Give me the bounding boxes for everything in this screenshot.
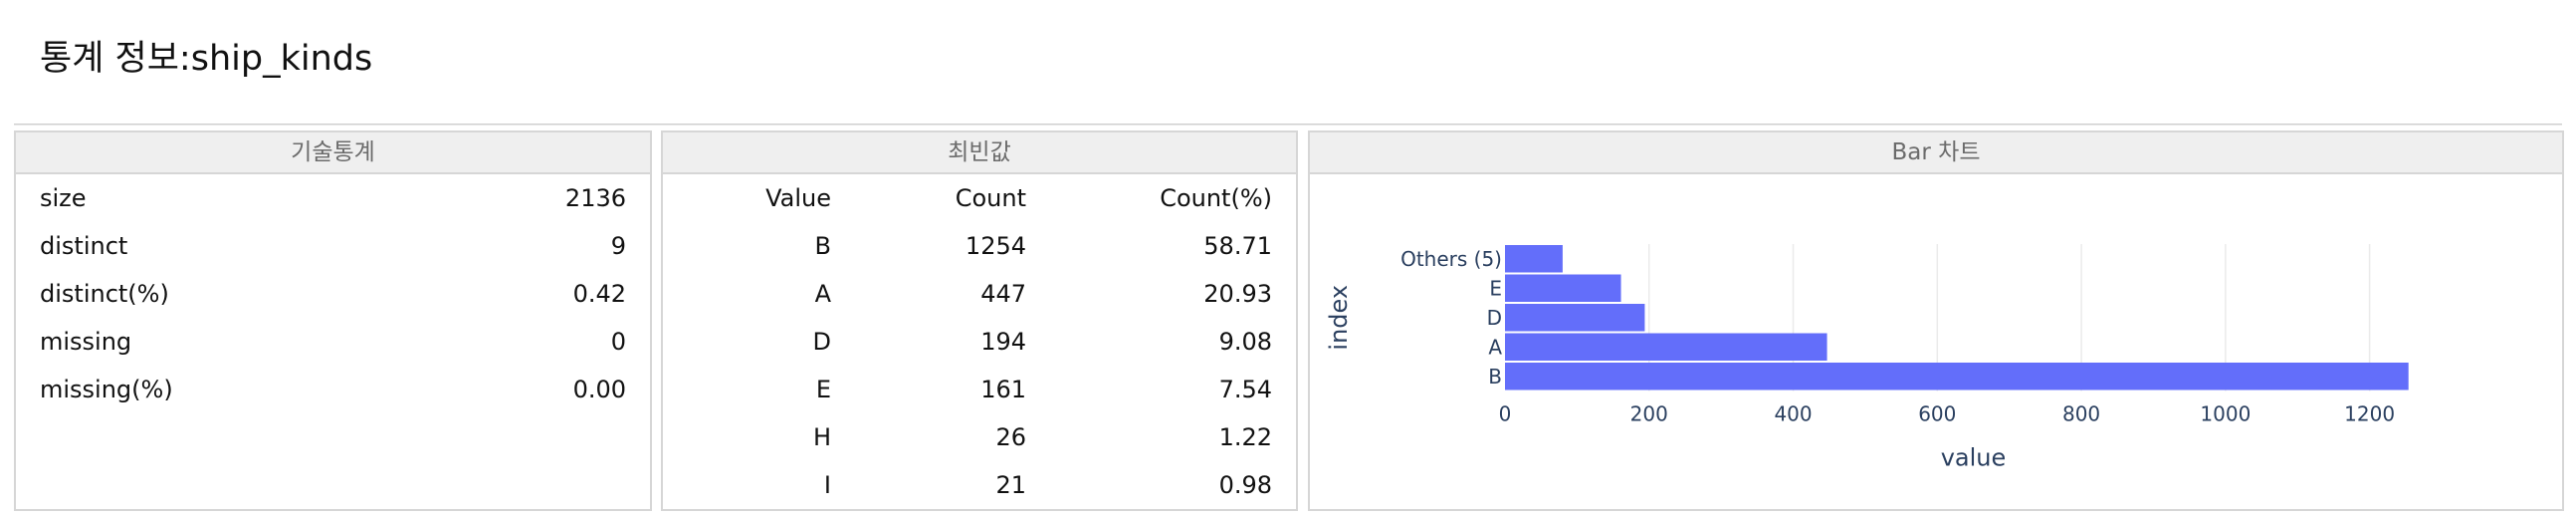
y-axis-title: index — [1325, 285, 1353, 351]
y-tick-label: E — [1489, 276, 1502, 300]
stat-row-missing: missing 0 — [16, 318, 650, 366]
x-tick-label: 800 — [2062, 402, 2100, 426]
x-tick-label: 600 — [1918, 402, 1956, 426]
stat-label: distinct(%) — [40, 280, 169, 308]
freq-header-row: Value Count Count(%) — [663, 174, 1296, 222]
x-axis-title: value — [1941, 444, 2007, 472]
mode-values-panel: 최빈값 Value Count Count(%) B 1254 58.71 A … — [661, 130, 1298, 511]
x-tick-label: 0 — [1499, 402, 1512, 426]
stat-label: distinct — [40, 232, 128, 260]
table-row: A 447 20.93 — [663, 270, 1296, 318]
freq-pct: 0.98 — [1218, 471, 1272, 499]
descriptive-stats-panel: 기술통계 size 2136 distinct 9 distinct(%) 0.… — [14, 130, 652, 511]
bar-chart-header: Bar 차트 — [1310, 132, 2562, 174]
y-tick-label: A — [1488, 335, 1502, 359]
freq-count: 447 — [980, 280, 1026, 308]
stat-row-distinct: distinct 9 — [16, 222, 650, 270]
freq-value: E — [815, 376, 831, 403]
y-tick-label: Others (5) — [1400, 247, 1502, 271]
freq-value: B — [814, 232, 831, 260]
mode-values-header: 최빈값 — [663, 132, 1296, 174]
bar[interactable] — [1505, 304, 1645, 332]
freq-value: A — [814, 280, 831, 308]
column-header-count-pct: Count(%) — [1160, 184, 1272, 212]
x-tick-label: 400 — [1774, 402, 1812, 426]
y-tick-label: B — [1488, 365, 1502, 389]
freq-pct: 9.08 — [1218, 328, 1272, 356]
title-divider — [14, 124, 2562, 125]
stat-row-distinct-pct: distinct(%) 0.42 — [16, 270, 650, 318]
table-row: D 194 9.08 — [663, 318, 1296, 366]
freq-pct: 20.93 — [1203, 280, 1272, 308]
bar[interactable] — [1505, 245, 1563, 273]
x-tick-label: 1000 — [2200, 402, 2251, 426]
table-row: H 26 1.22 — [663, 413, 1296, 461]
column-header-count: Count — [955, 184, 1026, 212]
freq-count: 1254 — [965, 232, 1026, 260]
column-header-value: Value — [765, 184, 831, 212]
table-row: E 161 7.54 — [663, 366, 1296, 413]
bar[interactable] — [1505, 333, 1827, 362]
freq-count: 21 — [995, 471, 1026, 499]
stat-row-missing-pct: missing(%) 0.00 — [16, 366, 650, 413]
x-tick-label: 1200 — [2344, 402, 2395, 426]
stat-row-size: size 2136 — [16, 174, 650, 222]
freq-count: 26 — [995, 423, 1026, 451]
freq-value: D — [812, 328, 831, 356]
table-row: B 1254 58.71 — [663, 222, 1296, 270]
x-tick-label: 200 — [1630, 402, 1668, 426]
y-tick-label: D — [1487, 306, 1502, 330]
freq-value: H — [812, 423, 831, 451]
stat-value: 0.42 — [572, 280, 626, 308]
bar-chart-panel: Bar 차트 B A D E Others (5) 0 200 400 600 800 1000 12… — [1308, 130, 2564, 511]
freq-count: 194 — [980, 328, 1026, 356]
bar[interactable] — [1505, 274, 1621, 303]
freq-value: I — [823, 471, 831, 499]
stat-label: missing — [40, 328, 132, 356]
stat-label: missing(%) — [40, 376, 173, 403]
freq-pct: 1.22 — [1218, 423, 1272, 451]
bar[interactable] — [1505, 363, 2409, 390]
page-title: 통계 정보:ship_kinds — [40, 39, 373, 79]
stat-value: 0.00 — [572, 376, 626, 403]
freq-count: 161 — [980, 376, 1026, 403]
stat-label: size — [40, 184, 87, 212]
freq-pct: 7.54 — [1218, 376, 1272, 403]
stat-value: 0 — [610, 328, 626, 356]
table-row: I 21 0.98 — [663, 461, 1296, 509]
stat-value: 9 — [610, 232, 626, 260]
freq-pct: 58.71 — [1203, 232, 1272, 260]
stat-value: 2136 — [564, 184, 626, 212]
descriptive-stats-header: 기술통계 — [16, 132, 650, 174]
